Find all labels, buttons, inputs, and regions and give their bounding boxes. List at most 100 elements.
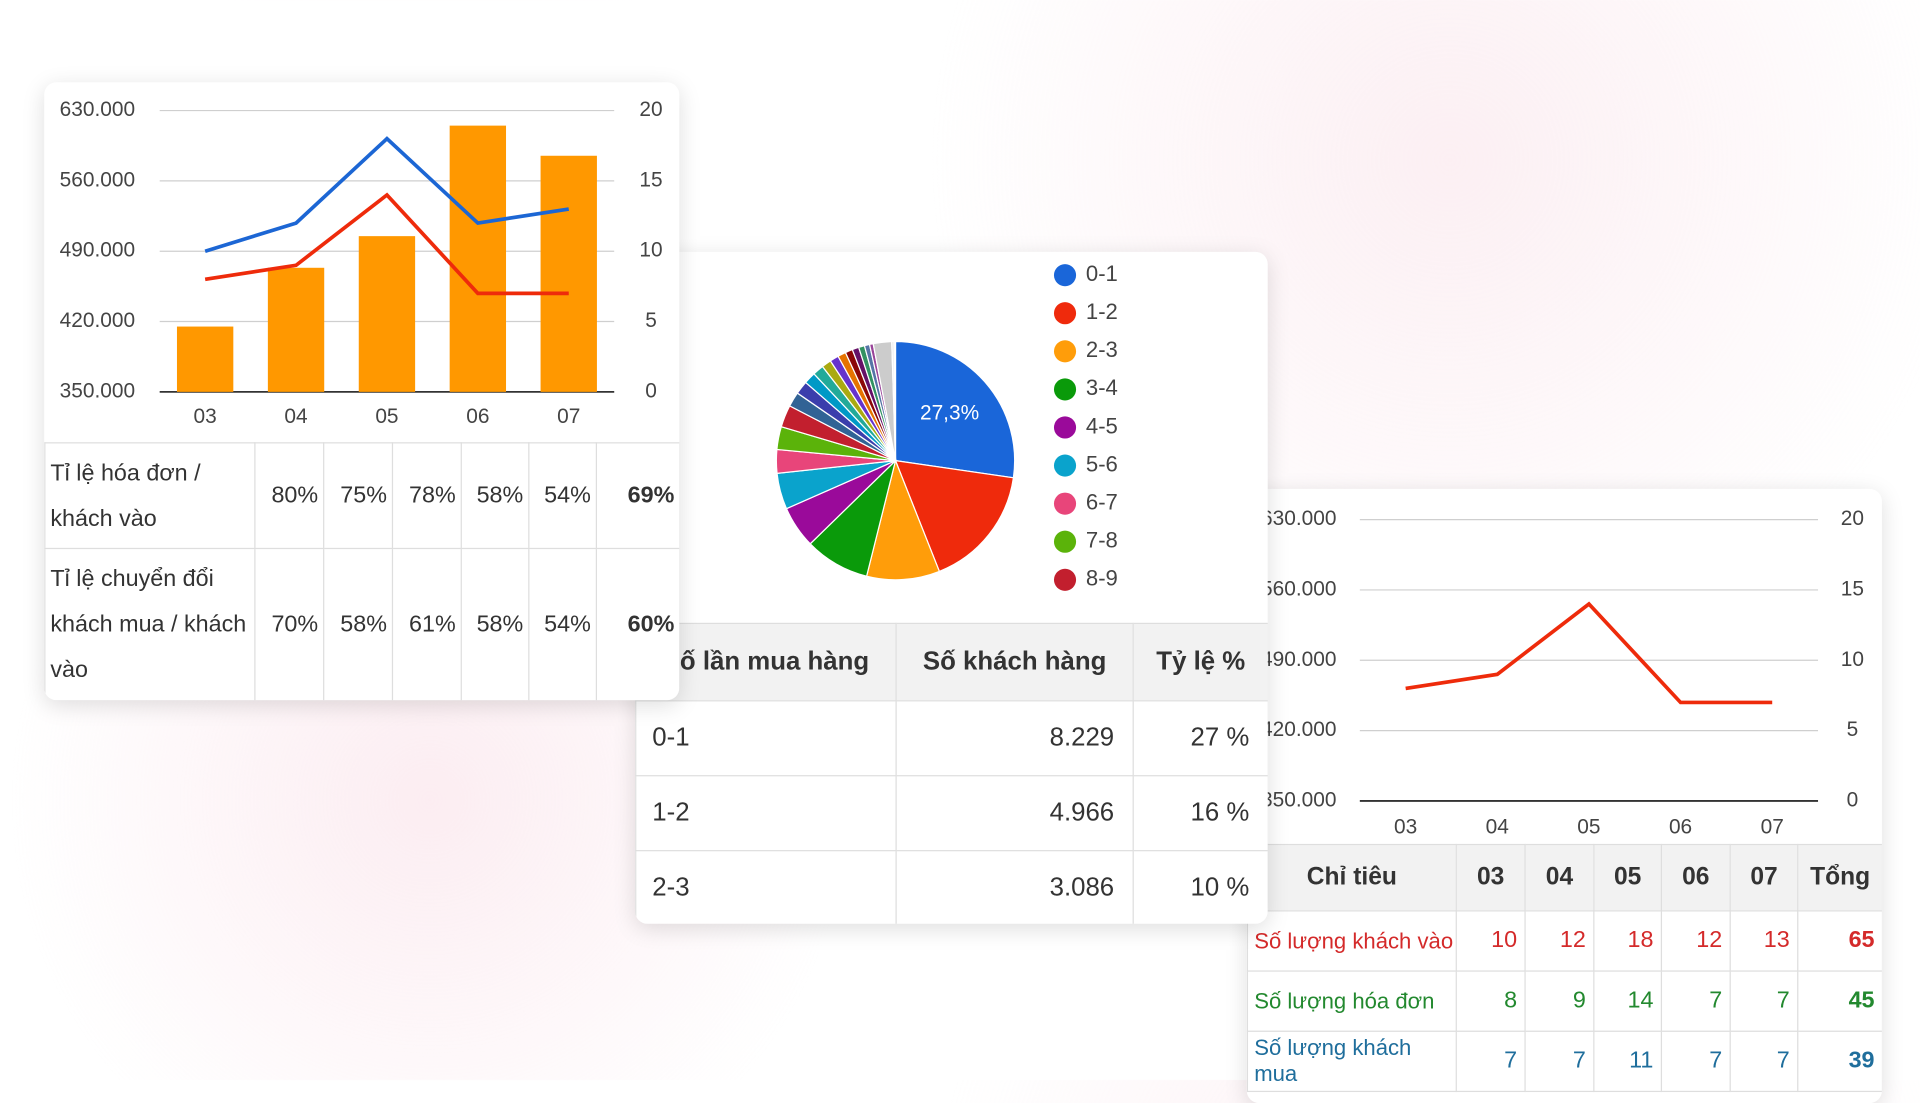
y-tick-label: 350.000 — [1261, 788, 1336, 811]
bar — [267, 267, 325, 392]
y-tick-label: 490.000 — [60, 239, 135, 262]
table-row: Số lượng hóa đơn 8 9 14 7 7 45 — [1246, 970, 1882, 1032]
table-cell: 7 — [1524, 1030, 1595, 1093]
line-series — [204, 136, 570, 253]
table-cell: 12 — [1660, 910, 1731, 972]
legend-swatch — [1053, 340, 1077, 363]
y2-tick-label: 15 — [1841, 577, 1864, 600]
table-cell: 60% — [595, 547, 680, 701]
table-cell: 16 % — [1132, 775, 1268, 852]
legend-label: 7-8 — [1086, 528, 1118, 553]
table-cell: 61% — [391, 547, 462, 701]
header-cell: 05 — [1593, 843, 1663, 912]
y2-tick-label: 20 — [639, 98, 662, 121]
line-chart: 350.000420.000490.000560.000630.00005101… — [1261, 507, 1864, 838]
x-tick-label: 06 — [1669, 815, 1692, 838]
legend-label: 8-9 — [1086, 566, 1118, 591]
y-tick-label: 420.000 — [1261, 718, 1336, 741]
legend-label: 4-5 — [1086, 413, 1118, 438]
x-tick-label: 04 — [284, 405, 307, 428]
y2-tick-label: 10 — [639, 239, 662, 262]
table-body: Chỉ tiêu 03 04 05 06 07 Tổng Số lượng khách vào… — [1246, 843, 1882, 1093]
table-row: Tỉ lệ chuyển đổi khách mua / khách vào 70… — [44, 547, 680, 701]
bar — [540, 155, 597, 392]
header-cell: 07 — [1729, 843, 1799, 912]
y2-tick-label: 5 — [1847, 718, 1859, 741]
table-cell: 54% — [528, 442, 598, 550]
row-label: Tỉ lệ hóa đơn / khách vào — [44, 442, 256, 550]
table-cell: 7 — [1660, 1030, 1731, 1093]
header-cell: 06 — [1660, 843, 1731, 912]
table-cell: 45 — [1797, 970, 1882, 1032]
table-cell: 8 — [1455, 970, 1526, 1032]
header-row: Chỉ tiêu 03 04 05 06 07 Tổng — [1246, 843, 1882, 912]
table-cell: 7 — [1729, 970, 1799, 1032]
legend-swatch — [1053, 416, 1077, 439]
legend-swatch — [1053, 492, 1077, 515]
bar — [358, 236, 416, 392]
table-cell: 39 — [1797, 1030, 1882, 1093]
y-tick-label: 350.000 — [60, 379, 135, 402]
x-tick-label: 05 — [375, 405, 398, 428]
table-cell: 10 — [1455, 910, 1526, 972]
x-tick-label: 07 — [1761, 815, 1784, 838]
row-label: Tỉ lệ chuyển đổi khách mua / khách vào — [44, 547, 256, 701]
legend-swatch — [1053, 302, 1077, 325]
x-tick-label: 03 — [1394, 815, 1417, 838]
header-cell: 04 — [1524, 843, 1595, 912]
table-cell: 80% — [254, 442, 325, 550]
table-cell: 58% — [460, 547, 530, 701]
y2-tick-label: 15 — [639, 168, 662, 191]
row-label: Số lượng khách vào — [1246, 910, 1457, 972]
combo-chart: 350.000420.000490.000560.000630.00005101… — [60, 98, 663, 428]
table-cell: 58% — [323, 547, 394, 701]
legend-label: 0-1 — [1086, 261, 1118, 286]
pie-chart: 27,3% 0-1 1-2 2-3 3-4 4-5 5-6 6-7 7-8 8-9 — [775, 261, 1118, 591]
legend-label: 6-7 — [1086, 489, 1118, 514]
table-cell: 78% — [391, 442, 462, 550]
table-cell: 12 — [1524, 910, 1595, 972]
table-cell: 65 — [1797, 910, 1882, 972]
table-cell: 9 — [1524, 970, 1595, 1032]
y-tick-label: 630.000 — [60, 98, 135, 121]
table-cell: 75% — [323, 442, 394, 550]
x-tick-label: 06 — [466, 405, 489, 428]
table-cell: 11 — [1593, 1030, 1663, 1093]
x-tick-label: 04 — [1486, 815, 1509, 838]
legend-label: 5-6 — [1086, 451, 1118, 476]
ratio-table: Tỉ lệ hóa đơn / khách vào 80% 75% 78% 58% 54%… — [44, 442, 680, 701]
table-row: 1-2 4.966 16 % — [635, 775, 1268, 852]
table-body: Số lần mua hàng Số khách hàng Tỷ lệ % 0-1 8.… — [635, 622, 1268, 924]
table-cell: 58% — [460, 442, 530, 550]
row-label: 0-1 — [635, 700, 897, 777]
legend-swatch — [1053, 530, 1077, 553]
slice-label: 27,3% — [920, 401, 979, 424]
legend-swatch — [1053, 378, 1077, 401]
pie-card: 27,3% 0-1 1-2 2-3 3-4 4-5 5-6 6-7 7-8 8-9 Số lần … — [635, 251, 1268, 924]
bar — [449, 125, 507, 392]
table-cell: 54% — [528, 547, 598, 701]
table-cell: 14 — [1593, 970, 1663, 1032]
row-label: Số lượng khách mua — [1246, 1030, 1457, 1093]
legend-label: 1-2 — [1086, 299, 1118, 324]
pie-slice — [894, 459, 1015, 573]
table-cell: 18 — [1593, 910, 1663, 972]
legend-swatch — [1053, 568, 1077, 591]
line-series — [204, 192, 569, 296]
bar — [176, 326, 234, 392]
pie-slice — [865, 458, 941, 581]
y-tick-label: 630.000 — [1261, 507, 1336, 530]
table-cell: 7 — [1729, 1030, 1799, 1093]
x-tick-label: 05 — [1577, 815, 1600, 838]
legend-label: 3-4 — [1086, 375, 1118, 400]
x-tick-label: 07 — [557, 405, 580, 428]
header-cell: Số khách hàng — [895, 622, 1134, 702]
y-tick-label: 560.000 — [1261, 577, 1336, 600]
header-row: Số lần mua hàng Số khách hàng Tỷ lệ % — [635, 622, 1268, 702]
row-label: 1-2 — [635, 775, 897, 852]
summary-table: Chỉ tiêu 03 04 05 06 07 Tổng Số lượng khách vào… — [1246, 843, 1882, 1093]
y2-tick-label: 5 — [645, 309, 657, 332]
y2-tick-label: 10 — [1841, 648, 1864, 671]
legend-label: 2-3 — [1086, 337, 1118, 362]
